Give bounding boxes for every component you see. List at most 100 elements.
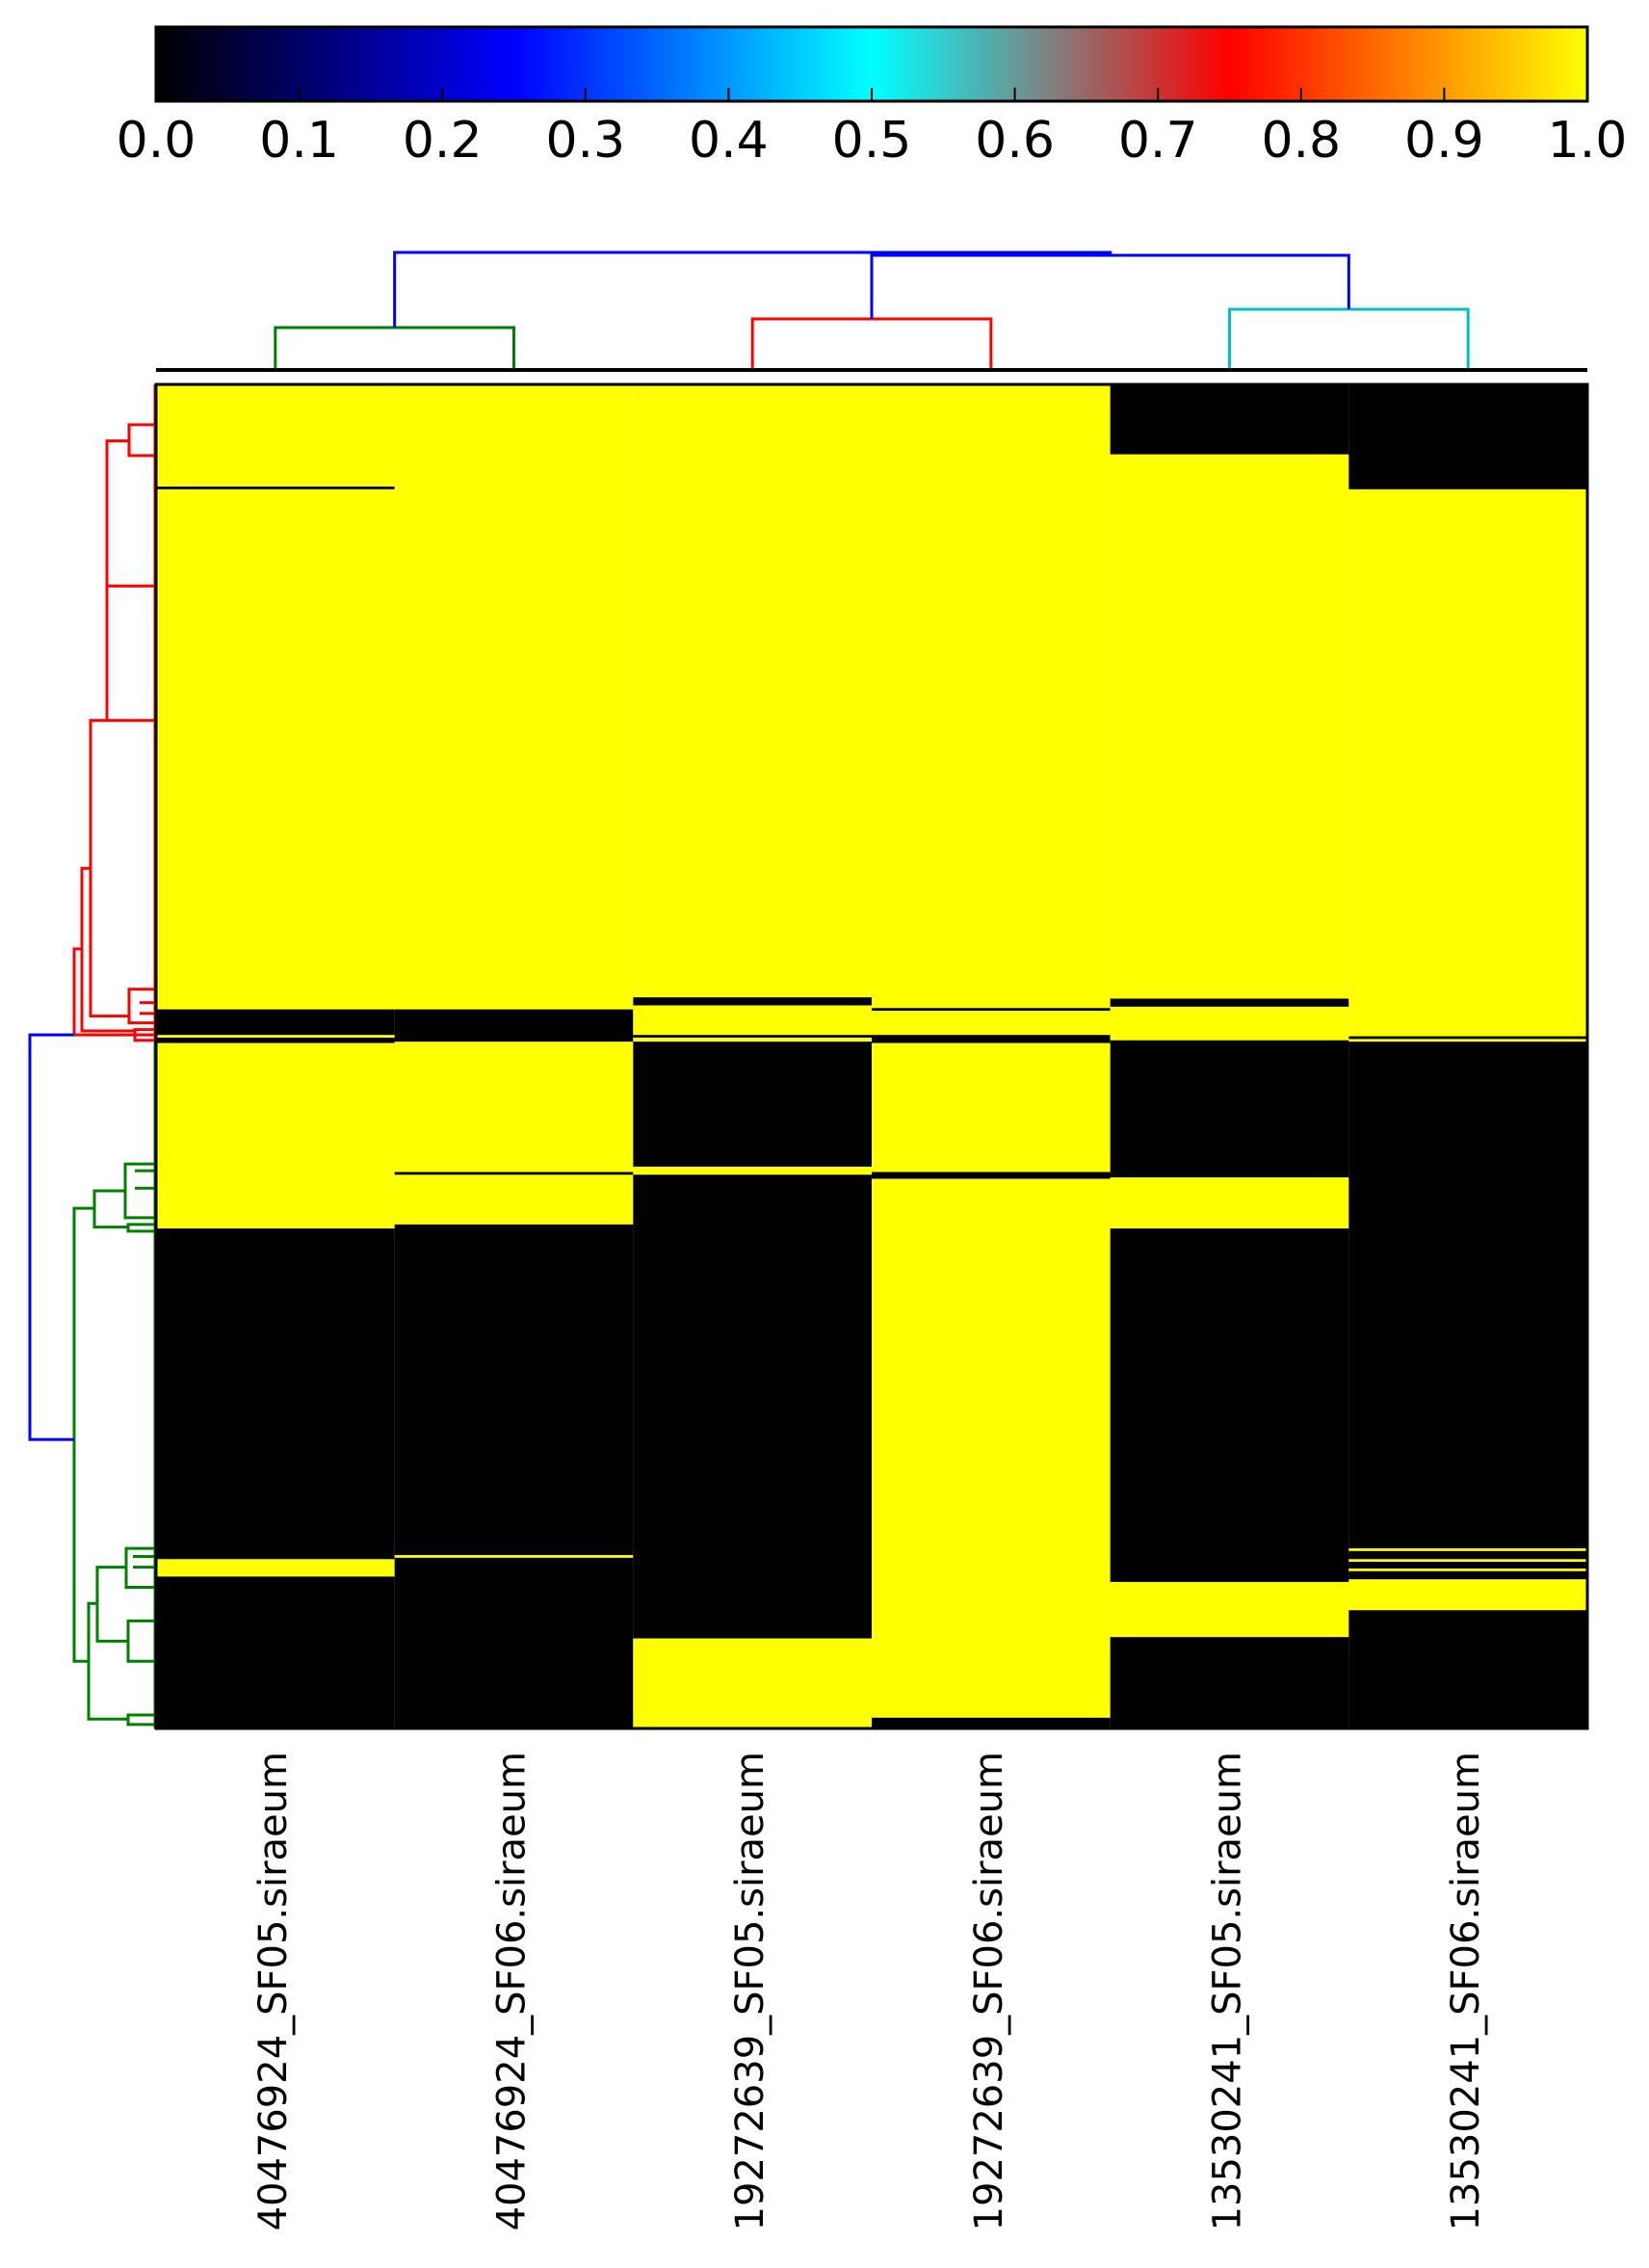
row-dendrogram-link bbox=[72, 1206, 94, 1663]
heatmap-cell-block bbox=[1348, 1570, 1587, 1580]
heatmap-cell-block bbox=[394, 1172, 634, 1175]
row-dendrogram-link bbox=[105, 439, 129, 721]
heatmap-cell-block bbox=[633, 1174, 872, 1640]
heatmap-cell-block bbox=[1110, 1228, 1349, 1583]
heatmap-cell-block bbox=[1348, 488, 1587, 1038]
heatmap-cell-block bbox=[633, 1035, 872, 1039]
row-dendrogram-link bbox=[126, 1713, 155, 1727]
heatmap-cell-block bbox=[394, 1224, 634, 1556]
heatmap-cell-block bbox=[872, 1178, 1111, 1576]
heatmap-cell-block bbox=[872, 1172, 1111, 1180]
heatmap-cell-block bbox=[633, 1638, 872, 1729]
colorbar-tick-label: 0.7 bbox=[1118, 112, 1198, 170]
column-label: 13530241_SF05.siraeum bbox=[1206, 1752, 1250, 2230]
heatmap-cell-block bbox=[1348, 1550, 1587, 1560]
heatmap-cell-block bbox=[633, 384, 872, 998]
heatmap-cell-block bbox=[872, 1717, 1111, 1729]
column-label: 40476924_SF06.siraeum bbox=[490, 1752, 535, 2230]
heatmap-cell-block bbox=[156, 1559, 395, 1577]
heatmap-cell-block bbox=[156, 1228, 395, 1560]
colorbar-tick-label: 0.4 bbox=[689, 112, 769, 170]
column-label: 40476924_SF05.siraeum bbox=[251, 1752, 296, 2230]
heatmap-cell-block bbox=[156, 487, 395, 490]
heatmap-cell-block bbox=[1348, 1610, 1587, 1729]
column-label: 19272639_SF05.siraeum bbox=[728, 1752, 772, 2230]
heatmap-cell-block bbox=[633, 1005, 872, 1036]
column-dendrogram-link bbox=[274, 326, 515, 370]
heatmap-cell-block bbox=[1348, 384, 1587, 490]
colorbar-tick-label: 0.3 bbox=[545, 112, 625, 170]
heatmap-cell-block bbox=[156, 1009, 395, 1036]
heatmap-cell-block bbox=[156, 1035, 395, 1039]
colorbar-tick-label: 0.9 bbox=[1404, 112, 1484, 170]
heatmap-cell-block bbox=[1348, 1579, 1587, 1611]
heatmap-cell-block bbox=[633, 1166, 872, 1175]
colorbar-tick-label: 0.8 bbox=[1261, 112, 1341, 170]
heatmap-cell-block bbox=[1348, 1559, 1587, 1563]
heatmap-cell-block bbox=[1110, 1177, 1349, 1229]
heatmap-cell-block bbox=[394, 1042, 634, 1174]
row-dendrogram-link bbox=[95, 1566, 128, 1643]
heatmap-cell-block bbox=[872, 384, 1111, 1009]
heatmap-cell-block bbox=[1110, 1637, 1349, 1729]
heatmap-cell-block bbox=[156, 1037, 395, 1044]
row-dendrogram bbox=[28, 384, 157, 1728]
colorbar-tick-label: 1.0 bbox=[1548, 112, 1628, 170]
column-labels: 40476924_SF05.siraeum 40476924_SF06.sirae… bbox=[251, 1752, 1488, 2230]
row-dendrogram-link bbox=[92, 1189, 128, 1229]
column-label: 13530241_SF06.siraeum bbox=[1444, 1752, 1488, 2230]
heatmap-cell-block bbox=[872, 1584, 1111, 1719]
heatmap-cell-block bbox=[872, 1008, 1111, 1012]
row-dendrogram-link bbox=[126, 1619, 155, 1663]
heatmap-cell-block bbox=[633, 1042, 872, 1168]
heatmap-frame bbox=[154, 382, 1589, 1730]
row-dendrogram-link bbox=[126, 1223, 155, 1233]
colorbar-tick-label: 0.5 bbox=[832, 112, 912, 170]
heatmap-cell-block bbox=[1348, 1042, 1587, 1549]
heatmap-cell-block bbox=[1110, 384, 1349, 456]
heatmap-cell-block bbox=[394, 1174, 634, 1226]
heatmap-cell-block bbox=[394, 1555, 634, 1559]
row-dendrogram-link bbox=[72, 947, 155, 1037]
heatmap-cell-block bbox=[1110, 1040, 1349, 1178]
heatmap-cell-block bbox=[1348, 1569, 1587, 1572]
heatmap-cell-block bbox=[1348, 1562, 1587, 1569]
colorbar-tick-label: 0.1 bbox=[259, 112, 339, 170]
heatmap-cell-block bbox=[394, 1009, 634, 1042]
column-dendrogram bbox=[274, 251, 1470, 370]
colorbar-tick-label: 0.0 bbox=[117, 112, 196, 170]
heatmap-cell-block bbox=[156, 1576, 395, 1729]
heatmap bbox=[156, 384, 1587, 1729]
heatmap-cell-block bbox=[1110, 998, 1349, 1008]
column-dendrogram-link bbox=[1228, 307, 1470, 370]
row-dendrogram-link bbox=[127, 988, 155, 1025]
heatmap-cell-block bbox=[633, 1037, 872, 1042]
row-dendrogram-link bbox=[89, 719, 129, 1018]
heatmap-cell-block bbox=[1348, 1036, 1587, 1040]
row-dendrogram-link bbox=[87, 1601, 128, 1721]
heatmap-cell-block bbox=[872, 1042, 1111, 1174]
row-dendrogram-link bbox=[127, 423, 155, 458]
heatmap-cell-block bbox=[394, 1557, 634, 1729]
heatmap-cell-block bbox=[156, 384, 395, 488]
heatmap-cell-block bbox=[633, 997, 872, 1007]
heatmap-cell-block bbox=[1348, 1548, 1587, 1552]
column-dendrogram-link bbox=[750, 317, 993, 370]
heatmap-cell-block bbox=[872, 1011, 1111, 1036]
colorbar: 0.0 0.1 0.2 0.3 0.4 0.5 0.6 0.7 0.8 0.9 1.0 bbox=[117, 25, 1628, 170]
colorbar-tick-label: 0.6 bbox=[975, 112, 1055, 170]
heatmap-cell-block bbox=[872, 1035, 1111, 1044]
column-dendrogram-link bbox=[393, 251, 1112, 328]
heatmap-cell-block bbox=[156, 1042, 395, 1229]
heatmap-cell-block bbox=[394, 384, 634, 1011]
colorbar-ticks: 0.0 0.1 0.2 0.3 0.4 0.5 0.6 0.7 0.8 0.9 1.0 bbox=[117, 88, 1628, 170]
colorbar-tick-label: 0.2 bbox=[403, 112, 483, 170]
heatmap-cell-block bbox=[1110, 454, 1349, 1000]
heatmap-cell-block bbox=[872, 1574, 1111, 1586]
row-dendrogram-root-link bbox=[28, 1033, 74, 1441]
heatmap-cell-block bbox=[1110, 1006, 1349, 1042]
heatmap-cell-block bbox=[156, 488, 395, 1011]
heatmap-cell-block bbox=[1110, 1581, 1349, 1638]
column-label: 19272639_SF06.siraeum bbox=[967, 1752, 1011, 2230]
